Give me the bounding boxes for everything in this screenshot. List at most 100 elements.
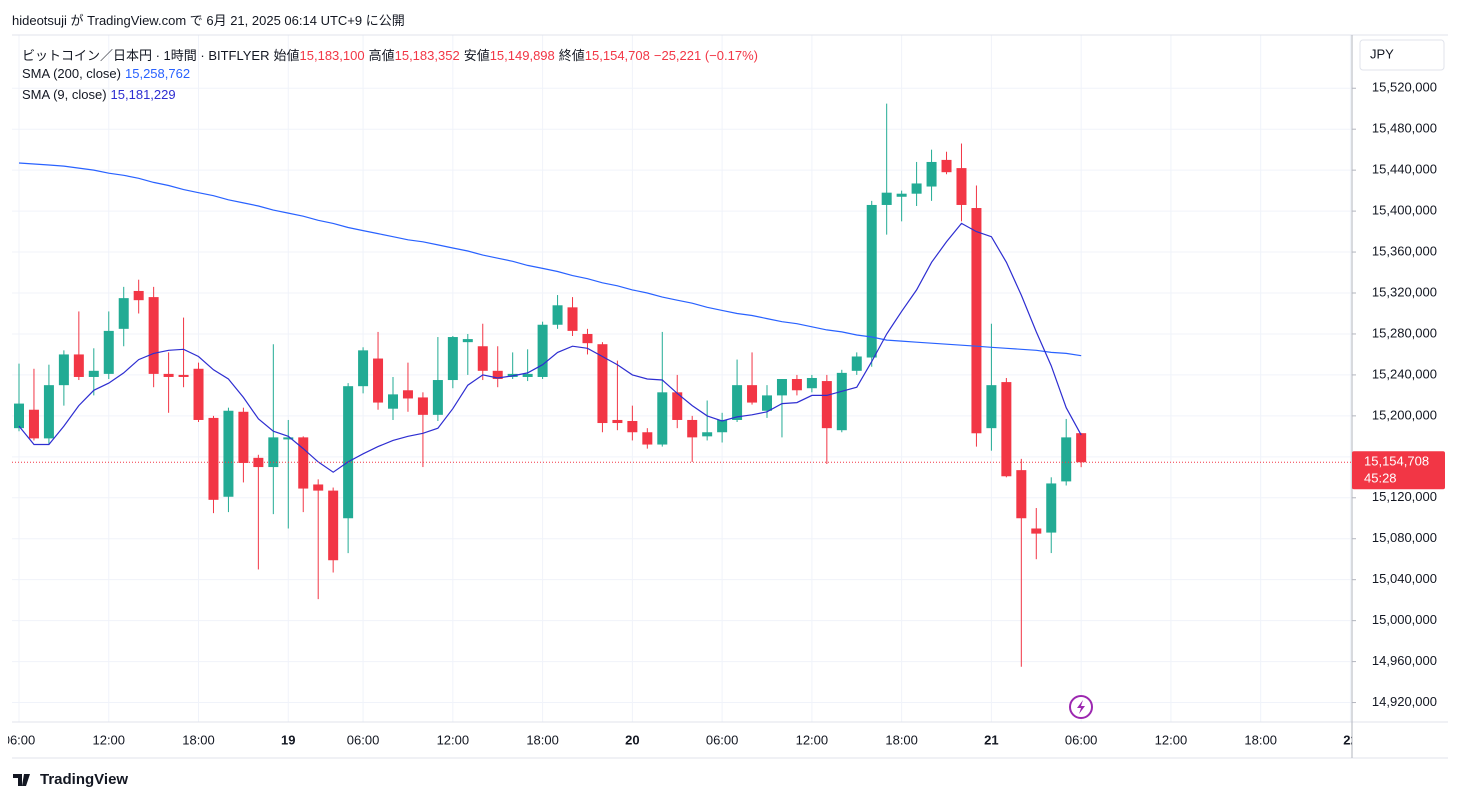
candle-body	[537, 324, 548, 377]
candle-body	[1076, 433, 1087, 463]
candle-body	[881, 192, 892, 205]
x-tick-label: 22	[1343, 732, 1357, 747]
sma-legend: SMA (200, close) 15,258,762	[22, 66, 194, 81]
x-tick-label: 06:00	[347, 732, 380, 747]
candle-body	[851, 356, 862, 371]
candle-body	[343, 386, 354, 519]
y-axis: 14,920,000 14,960,000 15,000,000 15,040,000…	[1352, 80, 1437, 709]
candle-body	[118, 298, 129, 329]
candle-body	[447, 337, 458, 381]
x-tick-label: 06:00	[1065, 732, 1098, 747]
close-label: 終値	[558, 48, 585, 63]
y-tick-label: 15,480,000	[1372, 121, 1437, 136]
price-tag-countdown: 45:28	[1364, 471, 1397, 486]
candle-body	[103, 330, 114, 374]
y-tick-label: 15,280,000	[1372, 325, 1437, 340]
candle-body	[717, 419, 728, 433]
candle-body	[268, 437, 279, 468]
logo-icon	[13, 774, 30, 786]
candle-body	[926, 161, 937, 187]
legend-value: 15,181,229	[110, 87, 176, 102]
candle-body	[672, 392, 683, 420]
candle-body	[687, 419, 698, 438]
candle-body	[747, 385, 758, 403]
candle-body	[417, 397, 428, 415]
low-value: 15,149,898	[489, 48, 555, 63]
candle-body	[941, 159, 952, 173]
plot-area	[12, 103, 1352, 667]
candle-body	[283, 437, 294, 440]
open-label: 始値	[273, 48, 300, 63]
sma-line	[18, 162, 1082, 357]
candle-body	[776, 379, 787, 396]
y-tick-label: 15,520,000	[1372, 80, 1437, 95]
candle-body	[896, 193, 907, 197]
x-axis: 06:00 12:00 18:00 19 06:00 12:00 18:00 20 06:00 1…	[3, 732, 1357, 747]
legend-name: SMA (200, close)	[22, 66, 121, 81]
symbol: ビットコイン／日本円 · 1時間 · BITFLYER	[22, 48, 270, 63]
x-tick-label: 12:00	[796, 732, 829, 747]
candle-body	[298, 437, 309, 489]
x-tick-label: 18:00	[885, 732, 918, 747]
candle-body	[582, 333, 593, 344]
candle-body	[956, 168, 967, 205]
price-tag	[1352, 451, 1445, 490]
candle-body	[313, 484, 324, 491]
candle-body	[388, 394, 398, 409]
y-tick-label: 15,080,000	[1372, 530, 1437, 545]
candle-body	[821, 381, 832, 429]
grid	[12, 35, 1352, 722]
candle-body	[492, 370, 503, 380]
candle-body	[88, 370, 99, 377]
x-tick-label: 12:00	[92, 732, 125, 747]
candle-body	[1031, 528, 1042, 534]
x-tick-label: 20	[625, 732, 639, 747]
x-tick-label: 06:00	[706, 732, 739, 747]
candle-body	[73, 354, 84, 377]
candle-body	[28, 409, 39, 439]
x-tick-label: 12:00	[437, 732, 470, 747]
candle-body	[432, 380, 443, 415]
price-tag-value: 15,154,708	[1364, 454, 1429, 469]
close-value: 15,154,708	[584, 48, 650, 63]
candle-body	[14, 403, 24, 429]
high-value: 15,183,352	[394, 48, 460, 63]
y-tick-label: 15,320,000	[1372, 284, 1437, 299]
currency-box	[1359, 39, 1445, 71]
currency: JPY	[1370, 46, 1394, 61]
candle-body	[477, 346, 488, 371]
candle-body	[462, 339, 473, 343]
candle-body	[193, 368, 204, 420]
logo: TradingView	[40, 771, 129, 788]
low-label: 安値	[463, 48, 490, 63]
candle-body	[567, 307, 578, 331]
alert-icon	[1069, 695, 1093, 719]
x-tick-label: 06:00	[3, 732, 36, 747]
candle-body	[642, 432, 653, 445]
x-tick-label: 21	[984, 732, 998, 747]
x-tick-label: 18:00	[182, 732, 215, 747]
candle-body	[971, 208, 982, 434]
y-tick-label: 15,440,000	[1372, 162, 1437, 177]
y-tick-label: 15,360,000	[1372, 243, 1437, 258]
candle-body	[208, 417, 219, 500]
candle-body	[163, 373, 174, 377]
candle-body	[238, 411, 249, 463]
candle-body	[911, 183, 922, 194]
y-tick-label: 15,120,000	[1372, 489, 1437, 504]
y-tick-label: 15,000,000	[1372, 612, 1437, 627]
candle-body	[133, 290, 144, 301]
candle-body	[223, 410, 234, 497]
candle-body	[836, 372, 847, 431]
candle-body	[1001, 382, 1012, 477]
candle-body	[597, 344, 608, 424]
candle-body	[43, 385, 54, 439]
candle-body	[627, 420, 638, 433]
candle-body	[762, 395, 772, 411]
header: hideotsuji が TradingView.com で 6月 21, 20…	[12, 13, 405, 28]
sma-line	[18, 222, 1082, 473]
x-tick-label: 12:00	[1155, 732, 1188, 747]
candle-body	[612, 419, 623, 424]
